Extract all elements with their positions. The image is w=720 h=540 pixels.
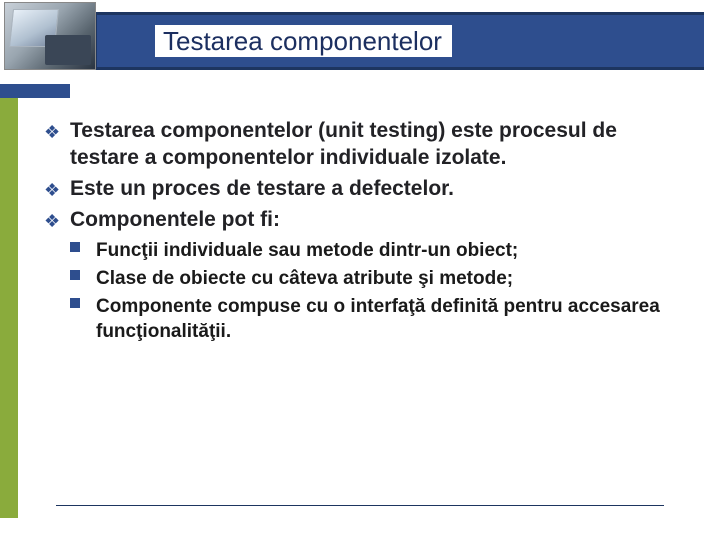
- bullet-item: ❖ Testarea componentelor (unit testing) …: [44, 118, 684, 172]
- footer-rule: [56, 505, 664, 506]
- slide-title: Testarea componentelor: [155, 25, 452, 58]
- bullet-text: Este un proces de testare a defectelor.: [70, 177, 454, 200]
- square-bullet-icon: [70, 242, 80, 252]
- title-bar: Testarea componentelor: [96, 12, 704, 70]
- square-bullet-icon: [70, 270, 80, 280]
- sub-bullet-text: Componente compuse cu o interfaţă defini…: [96, 296, 660, 342]
- sub-bullet-text: Clase de obiecte cu câteva atribute şi m…: [96, 268, 513, 289]
- decorative-photo: [4, 2, 96, 70]
- sub-bullet-item: Componente compuse cu o interfaţă defini…: [70, 294, 684, 344]
- side-green-strip: [0, 98, 18, 518]
- sub-bullet-item: Clase de obiecte cu câteva atribute şi m…: [70, 266, 684, 291]
- slide: Testarea componentelor ❖ Testarea compon…: [0, 0, 720, 540]
- bullet-item: ❖ Componentele pot fi:: [44, 207, 684, 234]
- diamond-bullet-icon: ❖: [44, 179, 60, 202]
- bullet-item: ❖ Este un proces de testare a defectelor…: [44, 176, 684, 203]
- diamond-bullet-icon: ❖: [44, 210, 60, 233]
- sub-bullet-text: Funcţii individuale sau metode dintr-un …: [96, 240, 518, 261]
- bullet-text: Testarea componentelor (unit testing) es…: [70, 119, 617, 169]
- side-blue-block: [0, 84, 70, 98]
- bullet-text: Componentele pot fi:: [70, 208, 280, 231]
- square-bullet-icon: [70, 298, 80, 308]
- content-area: ❖ Testarea componentelor (unit testing) …: [44, 118, 684, 347]
- diamond-bullet-icon: ❖: [44, 121, 60, 144]
- sub-bullet-item: Funcţii individuale sau metode dintr-un …: [70, 238, 684, 263]
